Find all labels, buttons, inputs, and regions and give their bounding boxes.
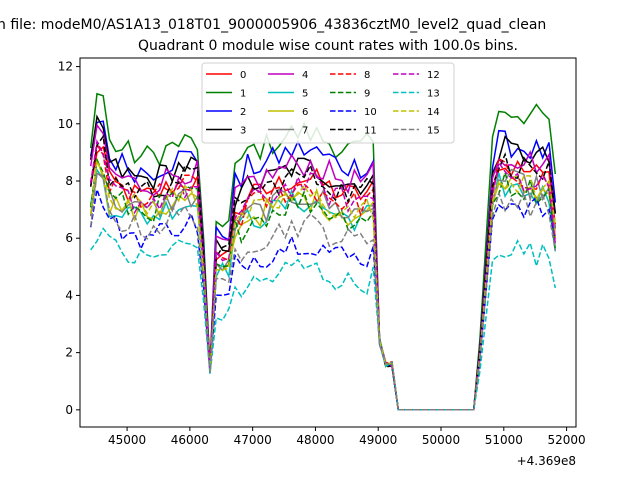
chart-title: Quadrant 0 module wise count rates with …: [138, 38, 518, 54]
y-tick-label: 6: [65, 231, 73, 245]
y-tick-label: 4: [65, 288, 73, 302]
file-header-text: n file: modeM0/AS1A13_018T01_9000005906_…: [0, 17, 546, 33]
legend-label-4: 4: [302, 70, 308, 81]
series-line-15: [89, 171, 557, 411]
y-tick-label: 2: [65, 346, 73, 360]
legend-label-13: 13: [427, 89, 440, 100]
x-tick-label: 48000: [296, 433, 334, 447]
legend-label-1: 1: [240, 89, 246, 100]
x-tick-label: 45000: [108, 433, 146, 447]
x-tick-label: 47000: [234, 433, 272, 447]
y-tick-label: 12: [58, 60, 73, 74]
y-tick-label: 10: [58, 117, 73, 131]
x-tick-label: 51000: [485, 433, 523, 447]
legend-label-15: 15: [427, 126, 440, 137]
y-tick-label: 0: [65, 403, 73, 417]
series-line-14: [89, 158, 557, 411]
legend-label-11: 11: [364, 126, 377, 137]
legend-box: [201, 62, 455, 144]
legend-label-9: 9: [364, 89, 370, 100]
x-tick-label: 49000: [359, 433, 397, 447]
legend-label-2: 2: [240, 107, 246, 118]
legend-label-7: 7: [302, 126, 308, 137]
series-line-4: [89, 123, 557, 411]
legend-label-0: 0: [240, 70, 246, 81]
plot-frame: [79, 57, 577, 428]
x-tick-label: 50000: [422, 433, 460, 447]
x-tick-label: 52000: [547, 433, 585, 447]
legend-label-12: 12: [427, 70, 440, 81]
legend-label-10: 10: [364, 107, 377, 118]
legend-label-8: 8: [364, 70, 370, 81]
x-axis-offset-label: +4.369e8: [517, 454, 576, 468]
x-tick-label: 46000: [171, 433, 209, 447]
legend-label-5: 5: [302, 89, 308, 100]
legend-label-3: 3: [240, 126, 246, 137]
y-tick-label: 8: [65, 174, 73, 188]
series-line-13: [90, 227, 557, 411]
legend-label-14: 14: [427, 107, 440, 118]
axes: 45000 46000 47000 48000 49000 50000 51000 52000…: [58, 57, 586, 447]
plot-area: [89, 92, 557, 411]
legend-label-6: 6: [302, 107, 308, 118]
